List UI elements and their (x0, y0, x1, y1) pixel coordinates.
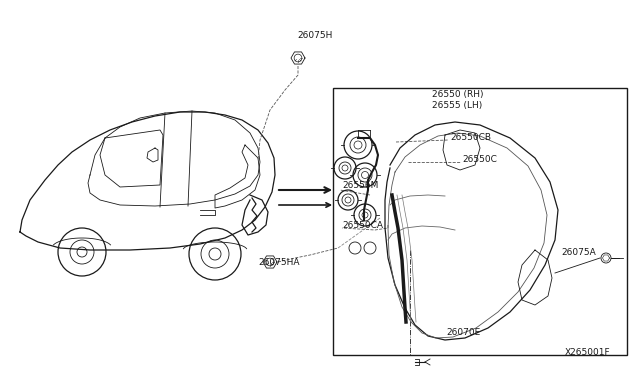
Text: 26075A: 26075A (561, 248, 596, 257)
Text: 26550CA: 26550CA (342, 221, 383, 230)
Text: 26075HA: 26075HA (258, 258, 300, 267)
Text: 26555 (LH): 26555 (LH) (432, 101, 483, 110)
Bar (333, 88, 627, 355)
Text: 26550C: 26550C (462, 155, 497, 164)
Text: 26075H: 26075H (297, 31, 332, 40)
Text: 26550 (RH): 26550 (RH) (432, 90, 483, 99)
Text: 26556M: 26556M (342, 181, 378, 190)
Text: X265001F: X265001F (565, 348, 611, 357)
Text: 26070E: 26070E (446, 328, 480, 337)
Text: 26550CB: 26550CB (450, 133, 491, 142)
